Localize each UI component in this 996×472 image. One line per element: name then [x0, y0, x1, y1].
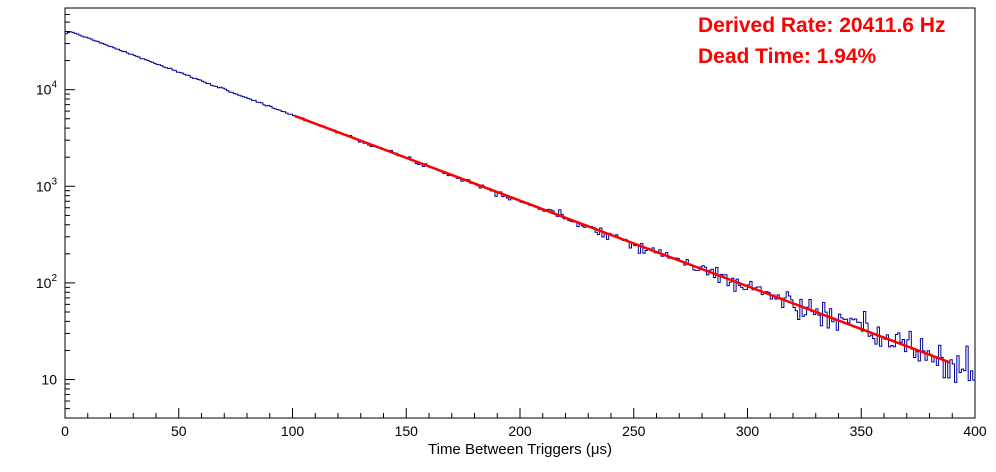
x-axis-tick-label: 350	[850, 423, 874, 439]
x-axis-tick-label: 300	[736, 423, 760, 439]
histogram-series	[65, 31, 975, 383]
x-axis-tick-label: 250	[622, 423, 646, 439]
x-axis-tick-label: 200	[508, 423, 532, 439]
derived-rate-text: Derived Rate: 20411.6 Hz	[698, 14, 946, 37]
x-axis-tick-label: 50	[171, 423, 187, 439]
y-axis-tick-label: 104	[36, 80, 58, 98]
dead-time-text: Dead Time: 1.94%	[698, 45, 877, 68]
x-axis-title: Time Between Triggers (μs)	[428, 441, 612, 458]
x-axis-tick-label: 0	[61, 423, 69, 439]
annotation-box: Derived Rate: 20411.6 Hz Dead Time: 1.94…	[698, 10, 945, 72]
fit-line	[294, 114, 951, 364]
x-axis-tick-label: 400	[963, 423, 987, 439]
y-axis-tick-label: 103	[36, 176, 58, 194]
y-axis-tick-label: 10	[41, 372, 57, 388]
x-axis-tick-label: 100	[281, 423, 305, 439]
x-axis-tick-label: 150	[395, 423, 419, 439]
y-axis-tick-label: 102	[36, 273, 58, 291]
